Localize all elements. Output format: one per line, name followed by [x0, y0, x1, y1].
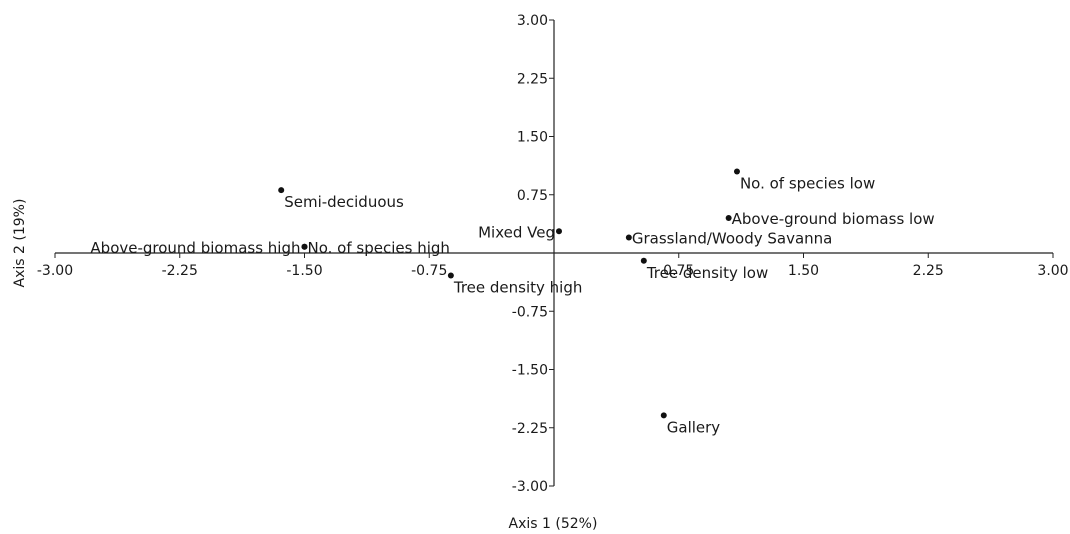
point-label: Above-ground biomass low — [732, 210, 935, 228]
point-label: No. of species low — [740, 174, 875, 192]
point-label: Tree density low — [646, 264, 768, 282]
point-label: Semi-deciduous — [284, 193, 404, 211]
y-tick-label: -0.75 — [512, 304, 548, 320]
y-tick-label: 3.00 — [517, 13, 548, 29]
point-label: Grassland/Woody Savanna — [632, 229, 833, 247]
y-tick-label: -1.50 — [512, 363, 548, 379]
data-point — [725, 215, 732, 222]
tick-labels: -3.00 -2.25 -1.50 -0.75 0.75 1.50 2.25 3.00 3.00… — [37, 13, 1069, 495]
y-tick-label: 1.50 — [517, 130, 548, 146]
y-tick-label: 0.75 — [517, 188, 548, 204]
data-point — [640, 257, 647, 264]
x-tick-label: -1.50 — [286, 263, 322, 279]
data-point — [733, 168, 740, 175]
x-tick-label: 3.00 — [1037, 263, 1068, 279]
x-tick-label: -2.25 — [162, 263, 198, 279]
data-points: Semi-deciduous No. of species low Above-gr… — [90, 168, 935, 436]
x-tick-label: 1.50 — [788, 263, 819, 279]
x-tick-label: 0.75 — [663, 263, 694, 279]
x-tick-label: -0.75 — [411, 263, 447, 279]
point-label: Mixed Veg — [478, 223, 555, 241]
data-point — [660, 412, 667, 419]
data-point — [301, 243, 308, 250]
x-axis-title: Axis 1 (52%) — [509, 516, 598, 532]
y-tick-label: 2.25 — [517, 71, 548, 87]
y-tick-label: -3.00 — [512, 479, 548, 495]
y-tick-label: -2.25 — [512, 421, 548, 437]
x-tick-label: -3.00 — [37, 263, 73, 279]
x-tick-label: 2.25 — [913, 263, 944, 279]
y-axis-title: Axis 2 (19%) — [12, 199, 28, 288]
point-label: No. of species high — [308, 239, 450, 257]
data-point — [447, 272, 454, 279]
data-point — [555, 228, 562, 235]
point-label: Above-ground biomass high — [90, 239, 300, 257]
point-label: Gallery — [667, 418, 721, 436]
data-point — [278, 187, 285, 194]
point-label: Tree density high — [453, 279, 582, 297]
data-point — [625, 234, 632, 241]
axes — [55, 20, 1053, 486]
